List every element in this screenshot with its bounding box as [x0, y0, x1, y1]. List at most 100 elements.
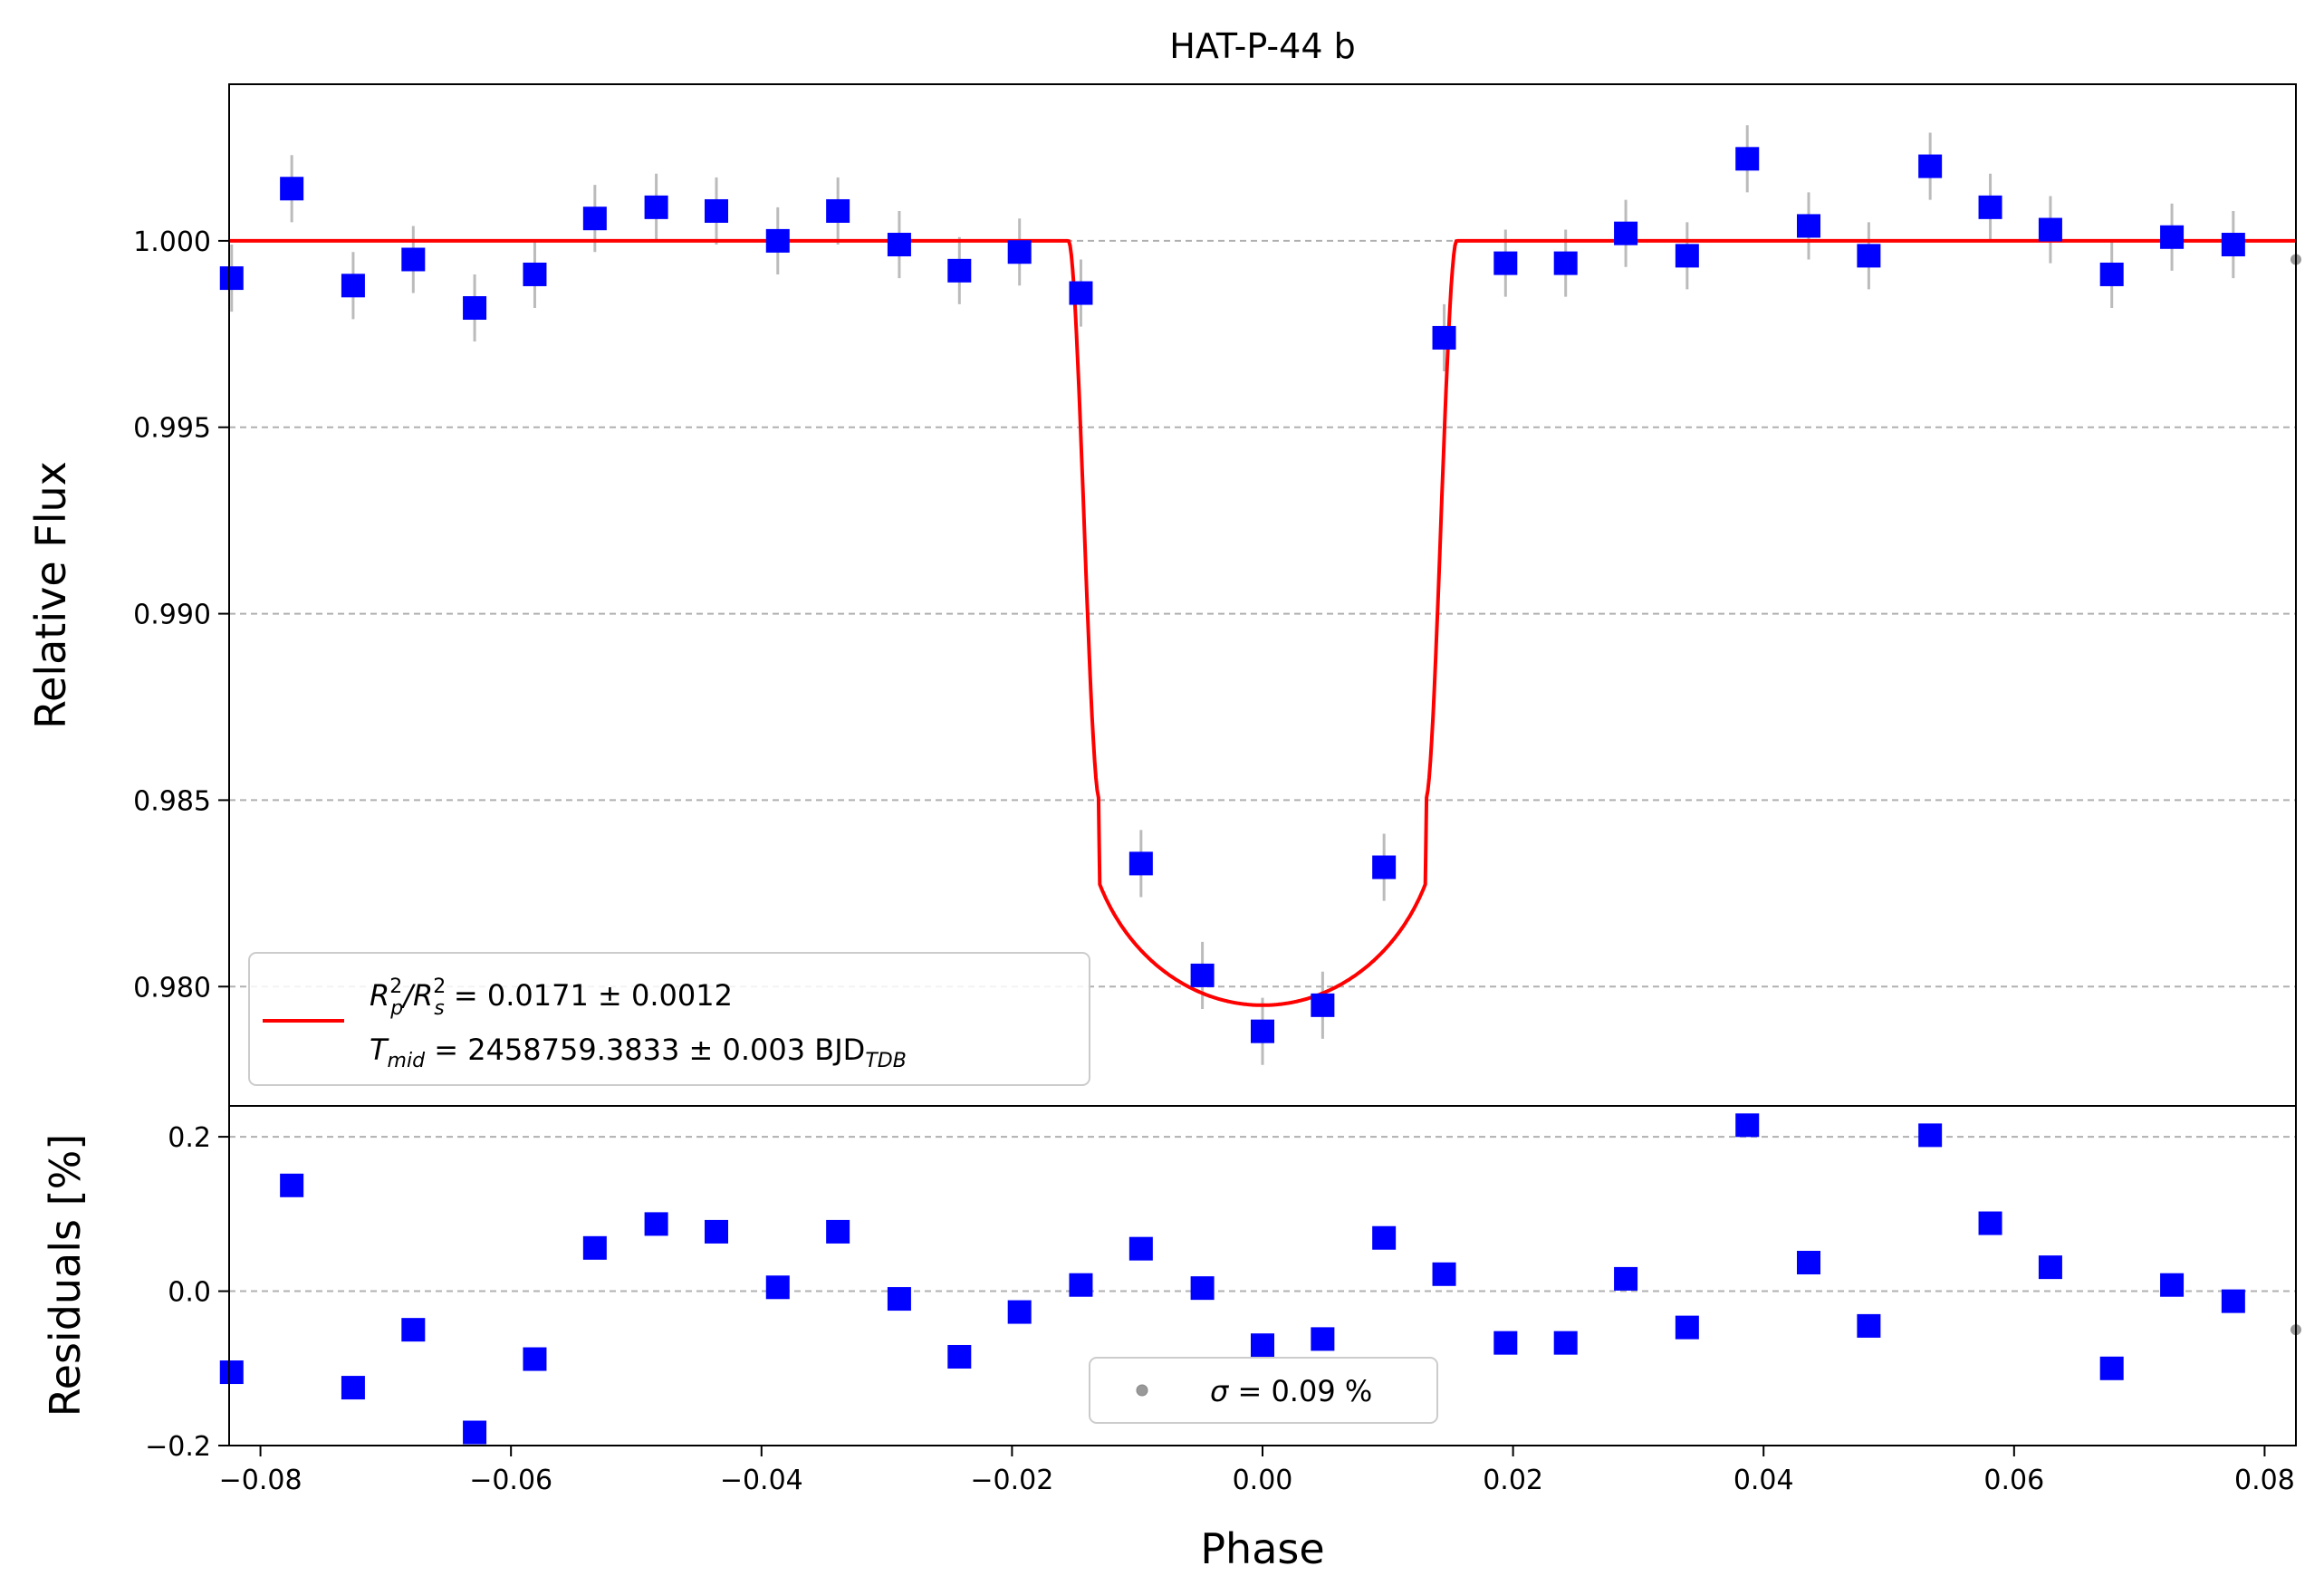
residual-data-point [1797, 1251, 1821, 1275]
main-data-point [2221, 233, 2245, 257]
main-data-point [1372, 855, 1397, 879]
main-data-point [1614, 221, 1638, 245]
residual-y-tick-label: 0.0 [168, 1277, 211, 1309]
residual-data-point [1190, 1276, 1215, 1301]
main-data-point [644, 195, 668, 219]
residual-data-point [1857, 1313, 1881, 1338]
main-data-point [219, 266, 244, 291]
residual-data-point [219, 1360, 244, 1385]
residual-data-point [582, 1235, 607, 1260]
main-y-tick-label: 1.000 [133, 226, 211, 258]
main-y-tick-label: 0.980 [133, 972, 211, 1004]
residual-data-point [1553, 1331, 1578, 1355]
x-tick-label: 0.02 [1483, 1465, 1543, 1496]
main-data-point [1978, 195, 2002, 219]
x-axis-label: Phase [1200, 1524, 1324, 1573]
residual-legend: σ = 0.09 % [1089, 1357, 1438, 1424]
main-data-point [1251, 1019, 1274, 1043]
x-tick-label: 0.04 [1733, 1465, 1794, 1496]
main-data-point [1857, 244, 1881, 268]
transit-model-curve [229, 238, 2296, 1007]
y-axis-label-main: Relative Flux [26, 461, 75, 729]
residual-data-point [2038, 1255, 2062, 1280]
main-data-point [2099, 262, 2124, 286]
main-data-point [463, 296, 487, 321]
main-data-point [704, 198, 728, 223]
main-data-point [1797, 214, 1821, 238]
main-data-point [523, 262, 547, 286]
main-data-point [1675, 244, 1699, 268]
residual-data-point [947, 1344, 972, 1369]
residual-data-point [1251, 1333, 1274, 1358]
main-data-point [947, 258, 972, 283]
residual-data-point [704, 1219, 728, 1244]
residual-data-point [2221, 1289, 2245, 1313]
residual-y-tick-label: 0.2 [168, 1122, 211, 1154]
main-data-point [1918, 154, 1943, 178]
legend-sigma: σ = 0.09 % [1210, 1374, 1372, 1408]
x-tick-label: −0.06 [469, 1465, 552, 1496]
residual-legend-marker [1136, 1384, 1148, 1397]
main-data-point [280, 177, 304, 201]
main-y-tick-label: 0.985 [133, 785, 211, 817]
x-tick-label: 0.00 [1233, 1465, 1293, 1496]
residual-plot-frame [228, 1105, 2297, 1446]
main-data-point [1493, 251, 1518, 275]
residual-data-point [2099, 1356, 2124, 1380]
x-tick-label: −0.04 [720, 1465, 803, 1496]
main-data-point [582, 207, 607, 231]
residual-x-ticks: −0.08 −0.06 −0.04 −0.02 0.00 0.02 0.04 0.06 0.08 [219, 1446, 2295, 1496]
main-y-tick-label: 0.990 [133, 600, 211, 631]
residual-data-point [1128, 1236, 1153, 1261]
residual-legend-box [1089, 1357, 1438, 1424]
main-data-point [1311, 993, 1335, 1017]
residual-data-point [1069, 1273, 1093, 1297]
residual-data-point [341, 1376, 365, 1400]
residual-data-point [2160, 1273, 2185, 1297]
x-tick-label: 0.08 [2234, 1465, 2295, 1496]
x-tick-label: −0.02 [970, 1465, 1053, 1496]
legend-tmid: Tmid = 2458759.3833 ± 0.003 BJDTDB [370, 1033, 907, 1072]
main-data-point [1553, 251, 1578, 275]
main-data-point [341, 274, 365, 298]
x-tick-label: 0.06 [1983, 1465, 2044, 1496]
main-legend-box [248, 952, 1090, 1086]
residual-y-tick-label: −0.2 [145, 1431, 211, 1463]
residual-data-point [280, 1173, 304, 1197]
residual-data-point [1432, 1262, 1456, 1286]
main-data-point [2160, 225, 2185, 249]
residual-data-point [765, 1275, 790, 1300]
residual-data-point [644, 1212, 668, 1236]
x-tick-label: −0.08 [219, 1465, 303, 1496]
main-data-points [219, 147, 2301, 1043]
residual-panel: −0.2 0.0 0.2 −0.08 −0.06 −0.04 −0.02 0.00 0.02 0… [145, 1105, 2301, 1496]
residual-data-point [463, 1420, 487, 1445]
main-data-point [887, 233, 911, 257]
main-data-point [765, 228, 790, 253]
residual-data-point [401, 1318, 426, 1342]
legend-rp-rs: R2 p/R2 s = 0.0171 ± 0.0012 [370, 975, 733, 1020]
main-data-point [1735, 147, 1760, 171]
main-panel: 0.980 0.985 0.990 0.995 1.000 R2 p/R2 s = 0.01… [133, 83, 2301, 1107]
residual-data-point [1311, 1327, 1335, 1351]
main-data-point [1190, 963, 1215, 987]
residual-data-point [1735, 1113, 1760, 1138]
main-data-point [2038, 217, 2062, 242]
main-data-point [401, 247, 426, 272]
residual-data-point [826, 1219, 850, 1244]
main-legend: R2 p/R2 s = 0.0171 ± 0.0012 Tmid = 2458759… [248, 952, 1090, 1086]
residual-y-ticks: −0.2 0.0 0.2 [145, 1122, 229, 1463]
main-data-point [1069, 281, 1093, 305]
residual-data-point [1372, 1225, 1397, 1250]
chart-title: HAT-P-44 b [1169, 26, 1355, 66]
residual-data-point [887, 1287, 911, 1312]
residual-grid [229, 1136, 2296, 1292]
main-data-point [1432, 325, 1456, 350]
main-y-tick-label: 0.995 [133, 413, 211, 445]
main-data-point [1007, 240, 1032, 264]
residual-data-point [1978, 1211, 2002, 1235]
residual-data-point [1918, 1123, 1943, 1148]
residual-data-point [1007, 1300, 1032, 1324]
y-axis-label-residuals: Residuals [%] [41, 1134, 90, 1417]
